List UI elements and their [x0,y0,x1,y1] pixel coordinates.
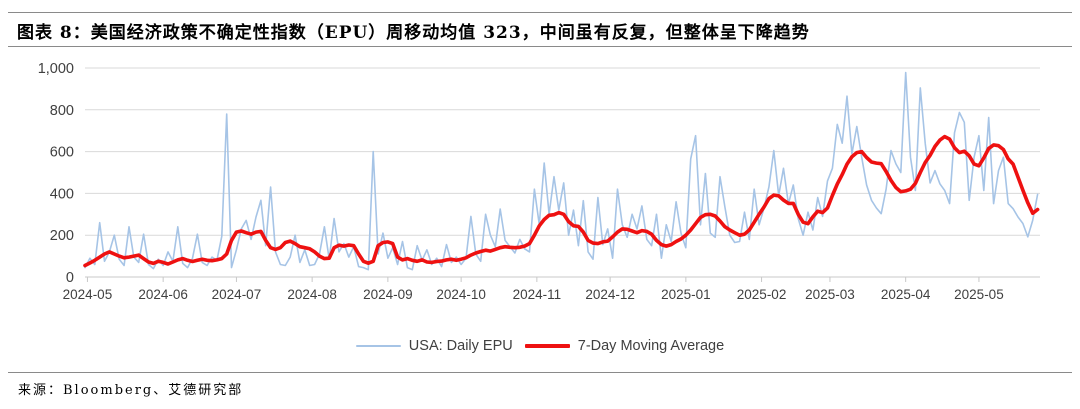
svg-text:2025-03: 2025-03 [805,287,855,302]
svg-text:2024-08: 2024-08 [287,287,337,302]
svg-text:2024-06: 2024-06 [138,287,188,302]
svg-text:200: 200 [50,228,74,244]
source-note: 来源：Bloomberg、艾德研究部 [18,383,244,398]
svg-text:2024-12: 2024-12 [585,287,635,302]
svg-text:600: 600 [50,145,74,161]
daily-epu-line-swatch [355,345,401,347]
footer-rule [8,372,1072,373]
svg-text:2025-02: 2025-02 [737,287,787,302]
svg-text:2024-10: 2024-10 [436,287,486,302]
svg-text:2024-09: 2024-09 [363,287,413,302]
svg-text:2024-11: 2024-11 [513,287,562,302]
svg-text:2025-04: 2025-04 [881,287,931,302]
chart-legend: USA: Daily EPU 7-Day Moving Average [0,334,1080,358]
svg-text:800: 800 [50,103,74,119]
svg-text:400: 400 [50,186,74,202]
title-top-rule [8,12,1072,13]
figure-title: 图表 8：美国经济政策不确定性指数（EPU）周移动均值 323，中间虽有反复，但… [17,23,810,43]
legend-item-daily-epu: USA: Daily EPU [355,338,513,354]
svg-text:2025-01: 2025-01 [661,287,711,302]
svg-text:2024-07: 2024-07 [212,287,262,302]
svg-text:1,000: 1,000 [38,61,74,77]
svg-text:0: 0 [66,270,74,286]
svg-text:2024-05: 2024-05 [63,287,113,302]
moving-average-line-swatch [524,344,570,348]
legend-item-moving-average: 7-Day Moving Average [524,338,725,354]
epu-line-chart: 0 200 400 600 800 1,000 2024-05 2024-06 2024-07 2… [38,61,1040,302]
daily-epu-legend-label: USA: Daily EPU [408,338,513,354]
svg-text:2025-05: 2025-05 [954,287,1004,302]
moving-average-legend-label: 7-Day Moving Average [577,338,725,354]
title-bottom-rule [8,46,1072,47]
